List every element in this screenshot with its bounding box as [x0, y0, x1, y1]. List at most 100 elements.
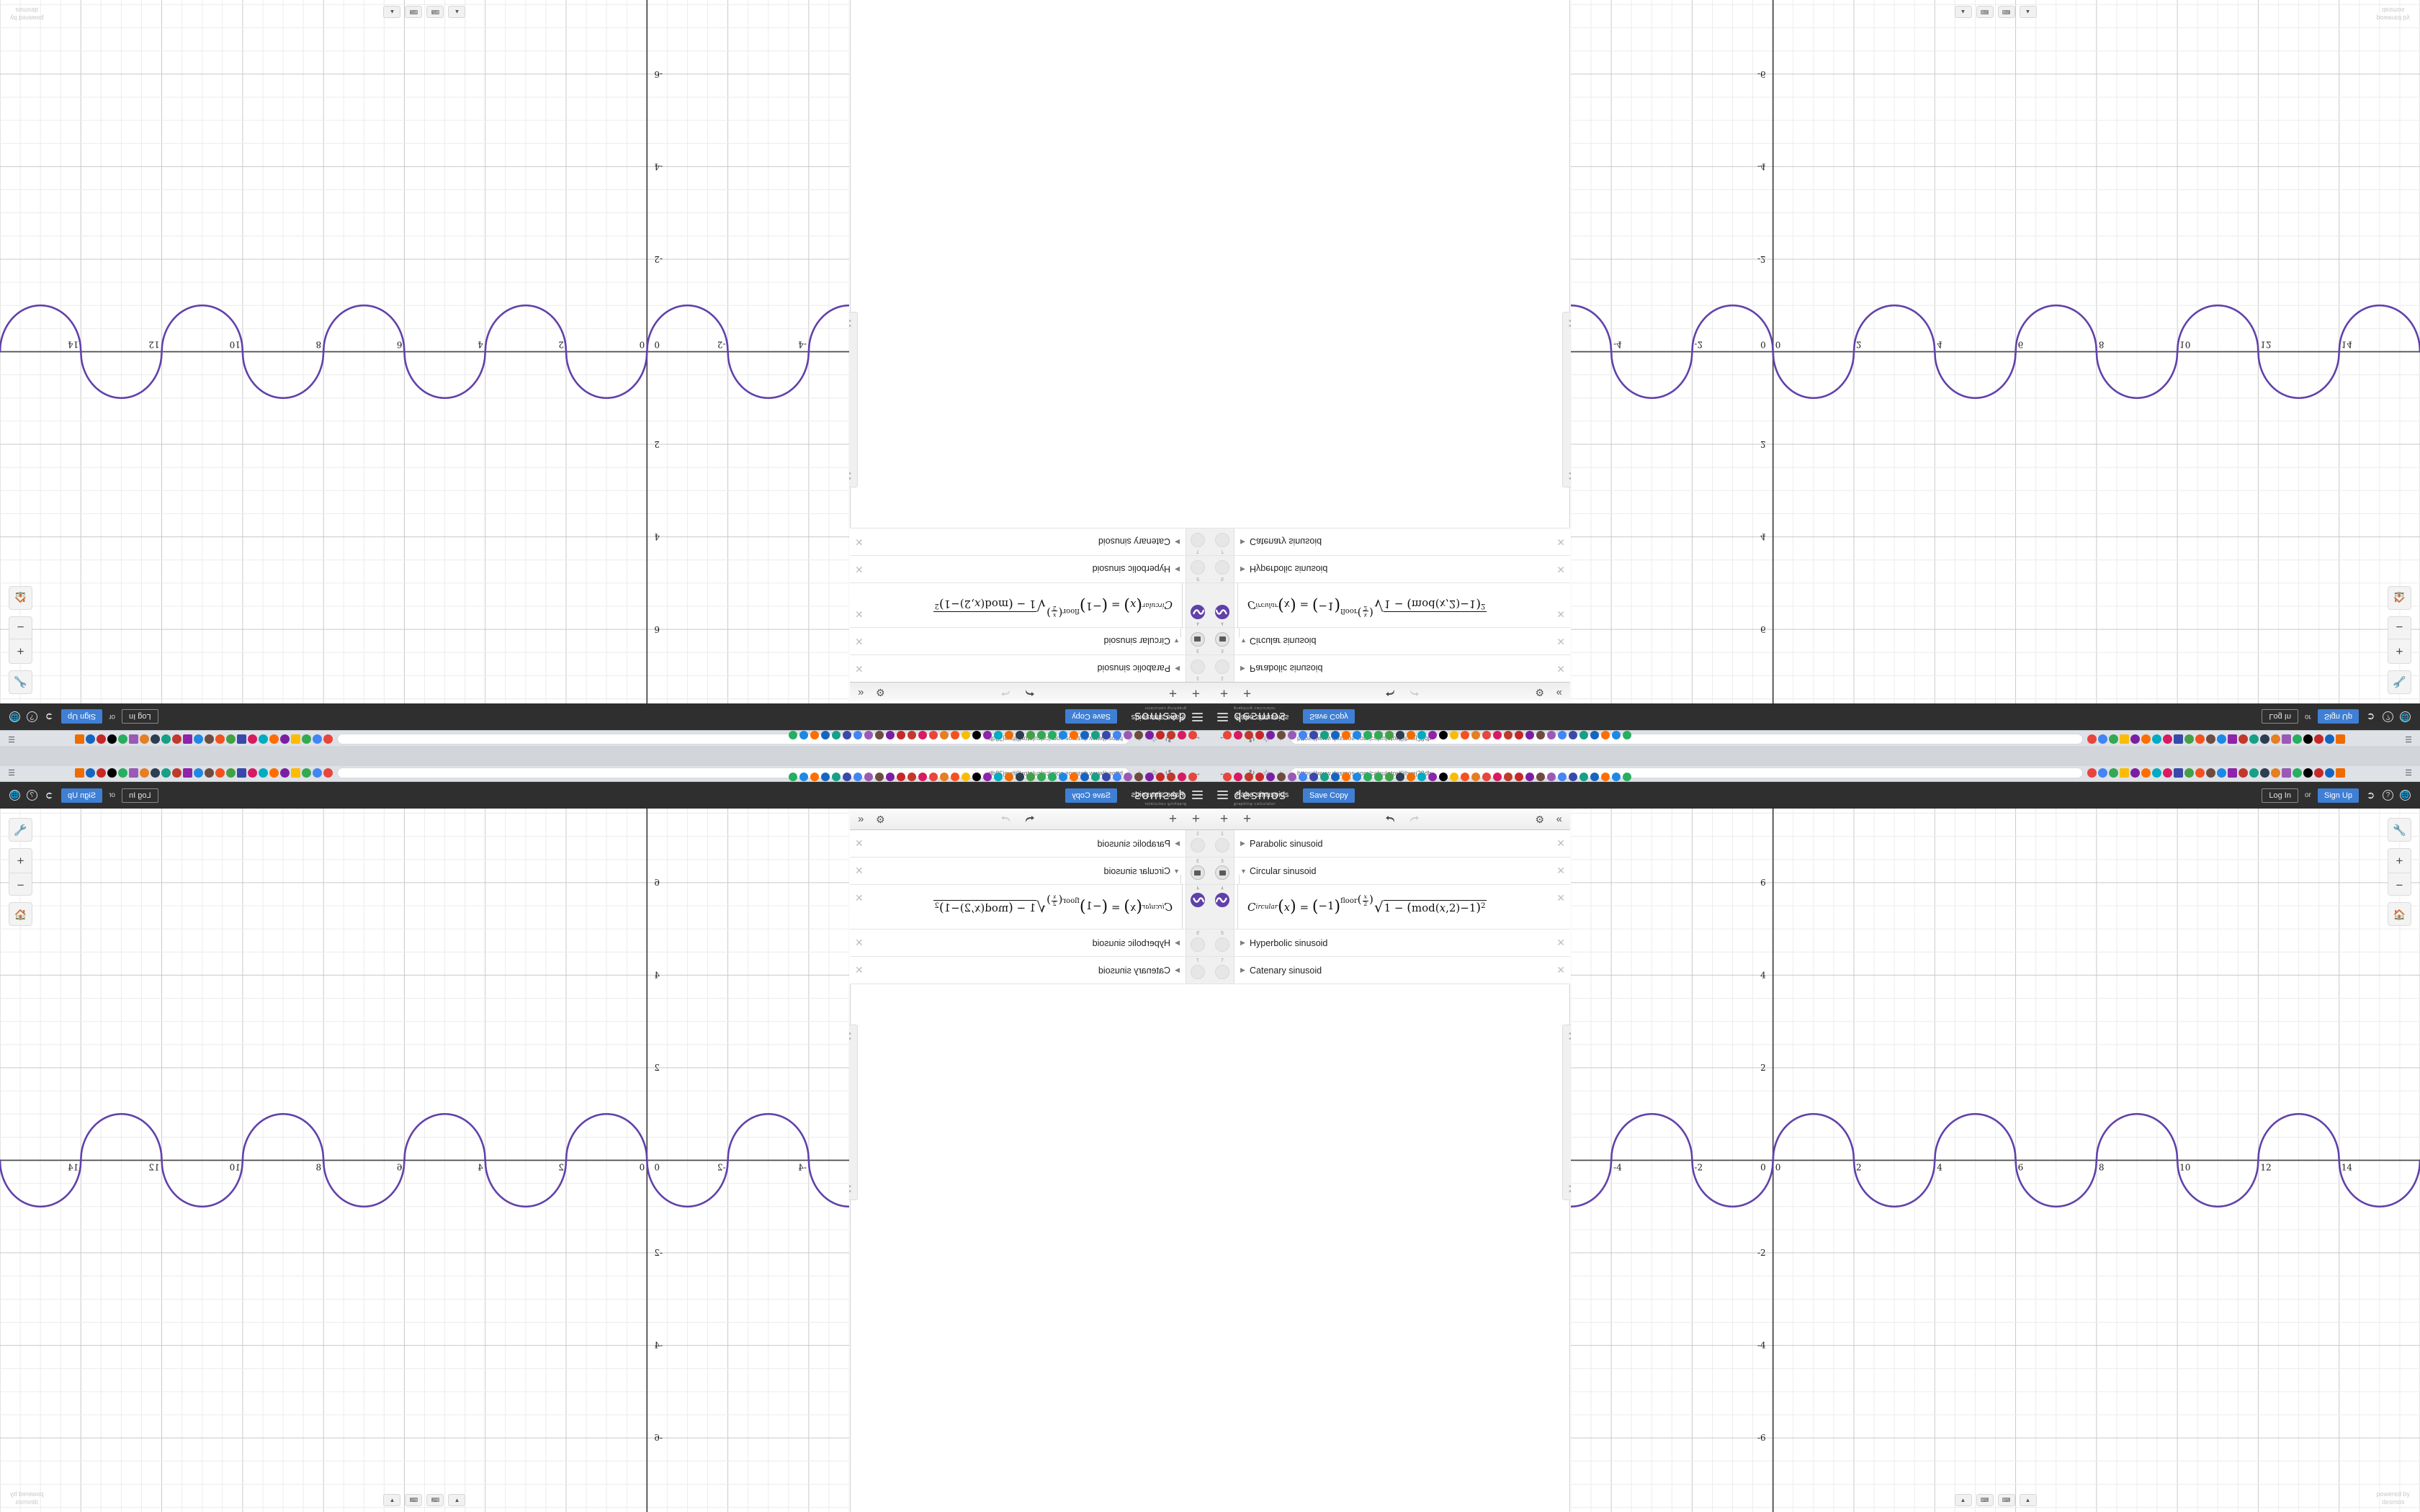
- bookmark-item[interactable]: [1396, 731, 1404, 739]
- bookmark-item[interactable]: [810, 773, 819, 781]
- bookmark-item[interactable]: [1493, 773, 1502, 781]
- expression-toggle-bubble[interactable]: [1191, 965, 1205, 979]
- bookmark-item[interactable]: [1461, 773, 1469, 781]
- add-expression-button[interactable]: +: [1191, 811, 1200, 827]
- folder-label[interactable]: Catenary sinusoid: [1250, 965, 1322, 976]
- bookmark-item[interactable]: [1188, 731, 1197, 739]
- folder-caret-icon[interactable]: ▼: [1240, 867, 1247, 875]
- bookmark-item[interactable]: [1450, 773, 1458, 781]
- folder-label[interactable]: Parabolic sinusoid: [1250, 663, 1323, 674]
- browser-tabstrip[interactable]: [1210, 756, 2420, 766]
- bookmark-item[interactable]: [1266, 773, 1275, 781]
- extension-icon[interactable]: [2249, 768, 2259, 778]
- home-icon[interactable]: 🏠: [2388, 902, 2411, 926]
- folder-label[interactable]: Hyperbolic sinusoid: [1250, 564, 1328, 575]
- bookmark-item[interactable]: [918, 731, 927, 739]
- bookmark-item[interactable]: [1363, 773, 1372, 781]
- help-question-icon[interactable]: ?: [2383, 790, 2393, 801]
- bookmark-item[interactable]: [864, 731, 873, 739]
- zoom-controls[interactable]: + −: [9, 616, 32, 664]
- bookmark-item[interactable]: [1102, 773, 1111, 781]
- close-x-icon[interactable]: ✕: [1556, 892, 1565, 904]
- row-body[interactable]: ▶ Parabolic sinusoid ✕: [1234, 655, 1570, 682]
- row-body[interactable]: ▼ Circular sinusoid ✕: [1234, 628, 1570, 654]
- expression-row[interactable]: 5 ▶ Hyperbolic sinusoid ✕: [1210, 555, 1570, 582]
- zoom-in-button[interactable]: +: [2396, 644, 2403, 658]
- row-body[interactable]: ▶ Catenary sinusoid ✕: [850, 957, 1186, 984]
- bookmark-item[interactable]: [853, 773, 862, 781]
- zoom-controls[interactable]: + −: [9, 848, 32, 896]
- bookmark-item[interactable]: [1601, 731, 1610, 739]
- hamburger-menu-icon[interactable]: ☰: [2405, 769, 2412, 778]
- save-copy-button[interactable]: Save Copy: [1065, 788, 1117, 803]
- close-x-icon[interactable]: ✕: [855, 636, 864, 647]
- bookmark-item[interactable]: [983, 731, 992, 739]
- bookmark-item[interactable]: [886, 773, 895, 781]
- extension-icon[interactable]: [2260, 768, 2269, 778]
- double-chevron-left-icon[interactable]: «: [1556, 687, 1562, 699]
- expression-toggle-bubble[interactable]: [1191, 560, 1205, 575]
- close-x-icon[interactable]: ✕: [855, 964, 864, 976]
- wrench-settings-icon[interactable]: 🔧: [9, 818, 32, 842]
- bookmark-item[interactable]: [962, 731, 970, 739]
- gear-icon[interactable]: ⚙: [876, 687, 885, 698]
- bookmark-item[interactable]: [1579, 773, 1588, 781]
- expression-toggle-bubble[interactable]: [1215, 632, 1229, 647]
- chevron-up-icon-2[interactable]: ▲: [383, 6, 401, 18]
- close-x-icon[interactable]: ✕: [1556, 964, 1565, 976]
- bookmark-item[interactable]: [1026, 731, 1035, 739]
- bookmark-item[interactable]: [1134, 731, 1143, 739]
- expression-row[interactable]: 1 ▶ Parabolic sinusoid ✕: [850, 654, 1210, 682]
- bookmark-item[interactable]: [789, 731, 797, 739]
- bookmark-item[interactable]: [832, 731, 841, 739]
- bookmark-item[interactable]: [1113, 773, 1121, 781]
- keyboard-toggle-group[interactable]: ▲ ⌨ ⌨ ▲: [1954, 6, 2037, 18]
- globe-language-icon[interactable]: 🌐: [2400, 711, 2411, 722]
- extension-icon[interactable]: [2098, 768, 2107, 778]
- browser-tabstrip[interactable]: [1210, 746, 2420, 756]
- row-body[interactable]: ▶ Parabolic sinusoid ✕: [850, 830, 1186, 857]
- expression-toggle-bubble[interactable]: [1215, 937, 1229, 952]
- extension-icon[interactable]: [2141, 768, 2151, 778]
- expression-row[interactable]: 3 ▼ Circular sinusoid ✕: [1210, 627, 1570, 654]
- close-x-icon[interactable]: ✕: [1556, 536, 1565, 548]
- expression-row[interactable]: 5 ▶ Hyperbolic sinusoid ✕: [850, 930, 1210, 957]
- folder-label[interactable]: Circular sinusoid: [1250, 636, 1317, 647]
- bookmark-item[interactable]: [1124, 773, 1132, 781]
- bookmark-item[interactable]: [875, 773, 884, 781]
- double-chevron-left-icon[interactable]: «: [1556, 813, 1562, 825]
- bookmark-item[interactable]: [918, 773, 927, 781]
- globe-language-icon[interactable]: 🌐: [2400, 790, 2411, 801]
- gear-icon[interactable]: ⚙: [1535, 814, 1544, 825]
- bookmark-item[interactable]: [1277, 773, 1286, 781]
- bookmark-item[interactable]: [886, 731, 895, 739]
- wrench-settings-icon[interactable]: 🔧: [2388, 670, 2411, 694]
- keyboard-icon[interactable]: ⌨: [426, 6, 444, 18]
- expression-row[interactable]: 3 ▼ Circular sinusoid ✕: [1210, 858, 1570, 885]
- log-in-button[interactable]: Log In: [2262, 709, 2298, 724]
- zoom-in-button[interactable]: +: [17, 644, 24, 658]
- bookmark-item[interactable]: [1037, 773, 1046, 781]
- folder-label[interactable]: Circular sinusoid: [1103, 865, 1170, 876]
- bookmark-item[interactable]: [1048, 773, 1057, 781]
- bookmark-item[interactable]: [1417, 731, 1426, 739]
- keyboard-icon-2[interactable]: ⌨: [1997, 1494, 2015, 1506]
- zoom-out-button[interactable]: −: [9, 873, 32, 896]
- keyboard-toggle-group[interactable]: ▲ ⌨ ⌨ ▲: [1954, 1494, 2037, 1506]
- folder-caret-icon[interactable]: ▼: [1173, 867, 1180, 875]
- bookmark-item[interactable]: [1288, 773, 1296, 781]
- expression-toggle-bubble[interactable]: [1191, 893, 1205, 907]
- extension-icon[interactable]: [2336, 768, 2345, 778]
- double-chevron-left-icon[interactable]: «: [858, 687, 864, 699]
- extension-icon[interactable]: [2314, 768, 2323, 778]
- bookmark-item[interactable]: [1525, 773, 1534, 781]
- close-x-icon[interactable]: ✕: [1556, 564, 1565, 575]
- row-body[interactable]: ▶ Catenary sinusoid ✕: [850, 528, 1186, 555]
- bookmark-item[interactable]: [799, 773, 808, 781]
- browser-tabstrip[interactable]: [0, 746, 1210, 756]
- folder-label[interactable]: Circular sinusoid: [1250, 865, 1317, 876]
- bookmark-item[interactable]: [1374, 773, 1383, 781]
- expression-toggle-bubble[interactable]: [1191, 865, 1205, 880]
